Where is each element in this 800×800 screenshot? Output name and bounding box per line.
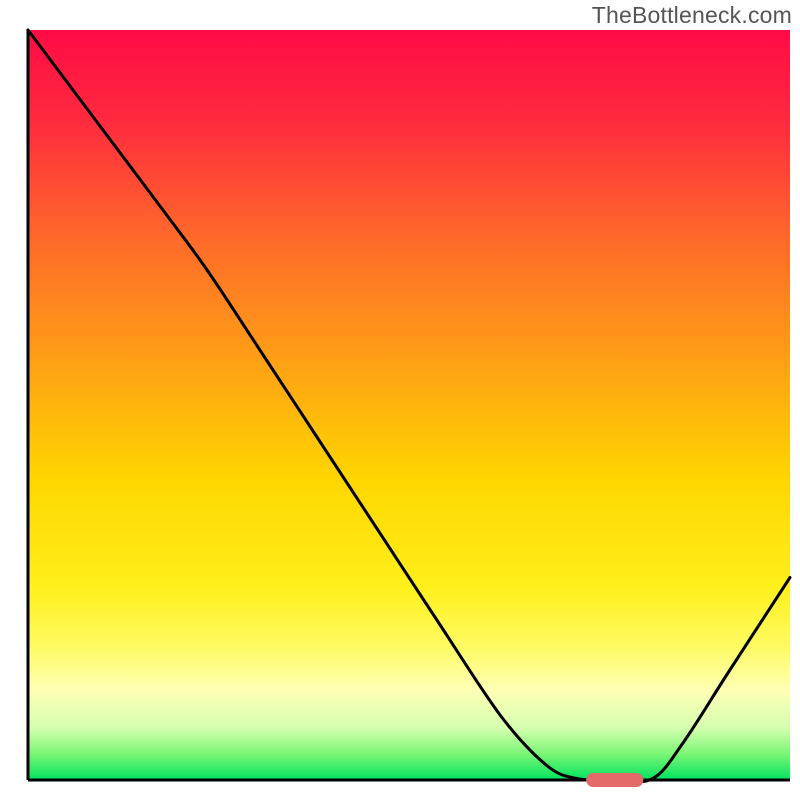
watermark-text: TheBottleneck.com [592,2,792,29]
bottleneck-chart [0,0,800,800]
gradient-background [28,30,790,780]
chart-container: TheBottleneck.com [0,0,800,800]
optimal-marker [586,773,643,787]
